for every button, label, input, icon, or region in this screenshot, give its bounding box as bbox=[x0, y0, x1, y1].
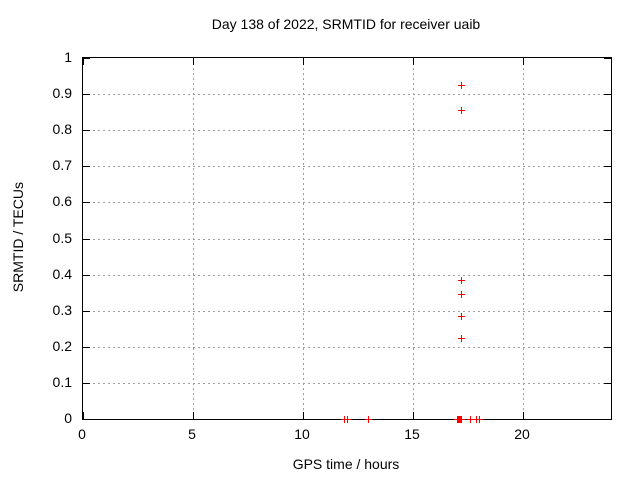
y-tick-right bbox=[604, 383, 611, 384]
y-tick-right bbox=[604, 419, 611, 420]
x-tick-label: 0 bbox=[78, 426, 86, 442]
y-gridline bbox=[83, 311, 611, 312]
y-tick-right bbox=[604, 166, 611, 167]
data-point-marker bbox=[458, 107, 465, 114]
x-tick-bottom bbox=[193, 412, 194, 419]
x-tick-top bbox=[83, 58, 84, 65]
data-point-marker bbox=[458, 82, 465, 89]
y-tick-left bbox=[83, 202, 90, 203]
x-tick-top bbox=[193, 58, 194, 65]
y-tick-right bbox=[604, 311, 611, 312]
y-tick-right bbox=[604, 130, 611, 131]
y-tick-left bbox=[83, 166, 90, 167]
y-tick-label: 0.4 bbox=[52, 266, 72, 282]
x-tick-bottom bbox=[413, 412, 414, 419]
data-point-marker bbox=[458, 416, 465, 423]
x-tick-top bbox=[523, 58, 524, 65]
y-tick-left bbox=[83, 347, 90, 348]
y-gridline bbox=[83, 94, 611, 95]
y-gridline bbox=[83, 130, 611, 131]
y-tick-right bbox=[604, 275, 611, 276]
data-point-marker bbox=[458, 291, 465, 298]
y-tick-label: 0.2 bbox=[52, 338, 72, 354]
y-gridline bbox=[83, 239, 611, 240]
y-tick-label: 0.1 bbox=[52, 374, 72, 390]
y-tick-right bbox=[604, 347, 611, 348]
chart-title: Day 138 of 2022, SRMTID for receiver uai… bbox=[211, 16, 481, 32]
data-point-marker bbox=[458, 335, 465, 342]
y-tick-right bbox=[604, 94, 611, 95]
y-tick-label: 0.5 bbox=[52, 230, 72, 246]
y-tick-right bbox=[604, 239, 611, 240]
data-point-marker bbox=[365, 416, 372, 423]
x-tick-bottom bbox=[523, 412, 524, 419]
y-tick-left bbox=[83, 94, 90, 95]
y-gridline bbox=[83, 347, 611, 348]
y-gridline bbox=[83, 166, 611, 167]
x-axis-label: GPS time / hours bbox=[292, 456, 400, 472]
x-gridline bbox=[523, 58, 524, 419]
y-tick-label: 0.8 bbox=[52, 121, 72, 137]
y-gridline bbox=[83, 202, 611, 203]
data-point-marker bbox=[476, 416, 483, 423]
y-tick-label: 0.3 bbox=[52, 302, 72, 318]
plot-area bbox=[82, 57, 612, 423]
y-tick-left bbox=[83, 130, 90, 131]
y-tick-label: 0.9 bbox=[52, 85, 72, 101]
y-tick-label: 0 bbox=[64, 410, 72, 426]
x-tick-label: 15 bbox=[404, 426, 420, 442]
y-gridline bbox=[83, 275, 611, 276]
y-gridline bbox=[83, 383, 611, 384]
x-gridline bbox=[193, 58, 194, 419]
x-tick-label: 20 bbox=[514, 426, 530, 442]
y-tick-left bbox=[83, 419, 90, 420]
y-tick-label: 0.6 bbox=[52, 193, 72, 209]
x-tick-top bbox=[303, 58, 304, 65]
y-tick-label: 0.7 bbox=[52, 157, 72, 173]
x-tick-top bbox=[413, 58, 414, 65]
y-tick-left bbox=[83, 311, 90, 312]
data-point-marker bbox=[467, 416, 474, 423]
y-tick-right bbox=[604, 58, 611, 59]
y-tick-label: 1 bbox=[64, 49, 72, 65]
y-tick-left bbox=[83, 383, 90, 384]
data-point-marker bbox=[344, 416, 351, 423]
data-point-marker bbox=[458, 277, 465, 284]
x-tick-label: 10 bbox=[294, 426, 310, 442]
y-tick-left bbox=[83, 58, 90, 59]
x-tick-bottom bbox=[303, 412, 304, 419]
y-tick-right bbox=[604, 202, 611, 203]
data-point-marker bbox=[458, 313, 465, 320]
x-tick-bottom bbox=[83, 412, 84, 419]
y-tick-left bbox=[83, 275, 90, 276]
x-gridline bbox=[413, 58, 414, 419]
y-tick-left bbox=[83, 239, 90, 240]
x-tick-label: 5 bbox=[188, 426, 196, 442]
x-gridline bbox=[303, 58, 304, 419]
